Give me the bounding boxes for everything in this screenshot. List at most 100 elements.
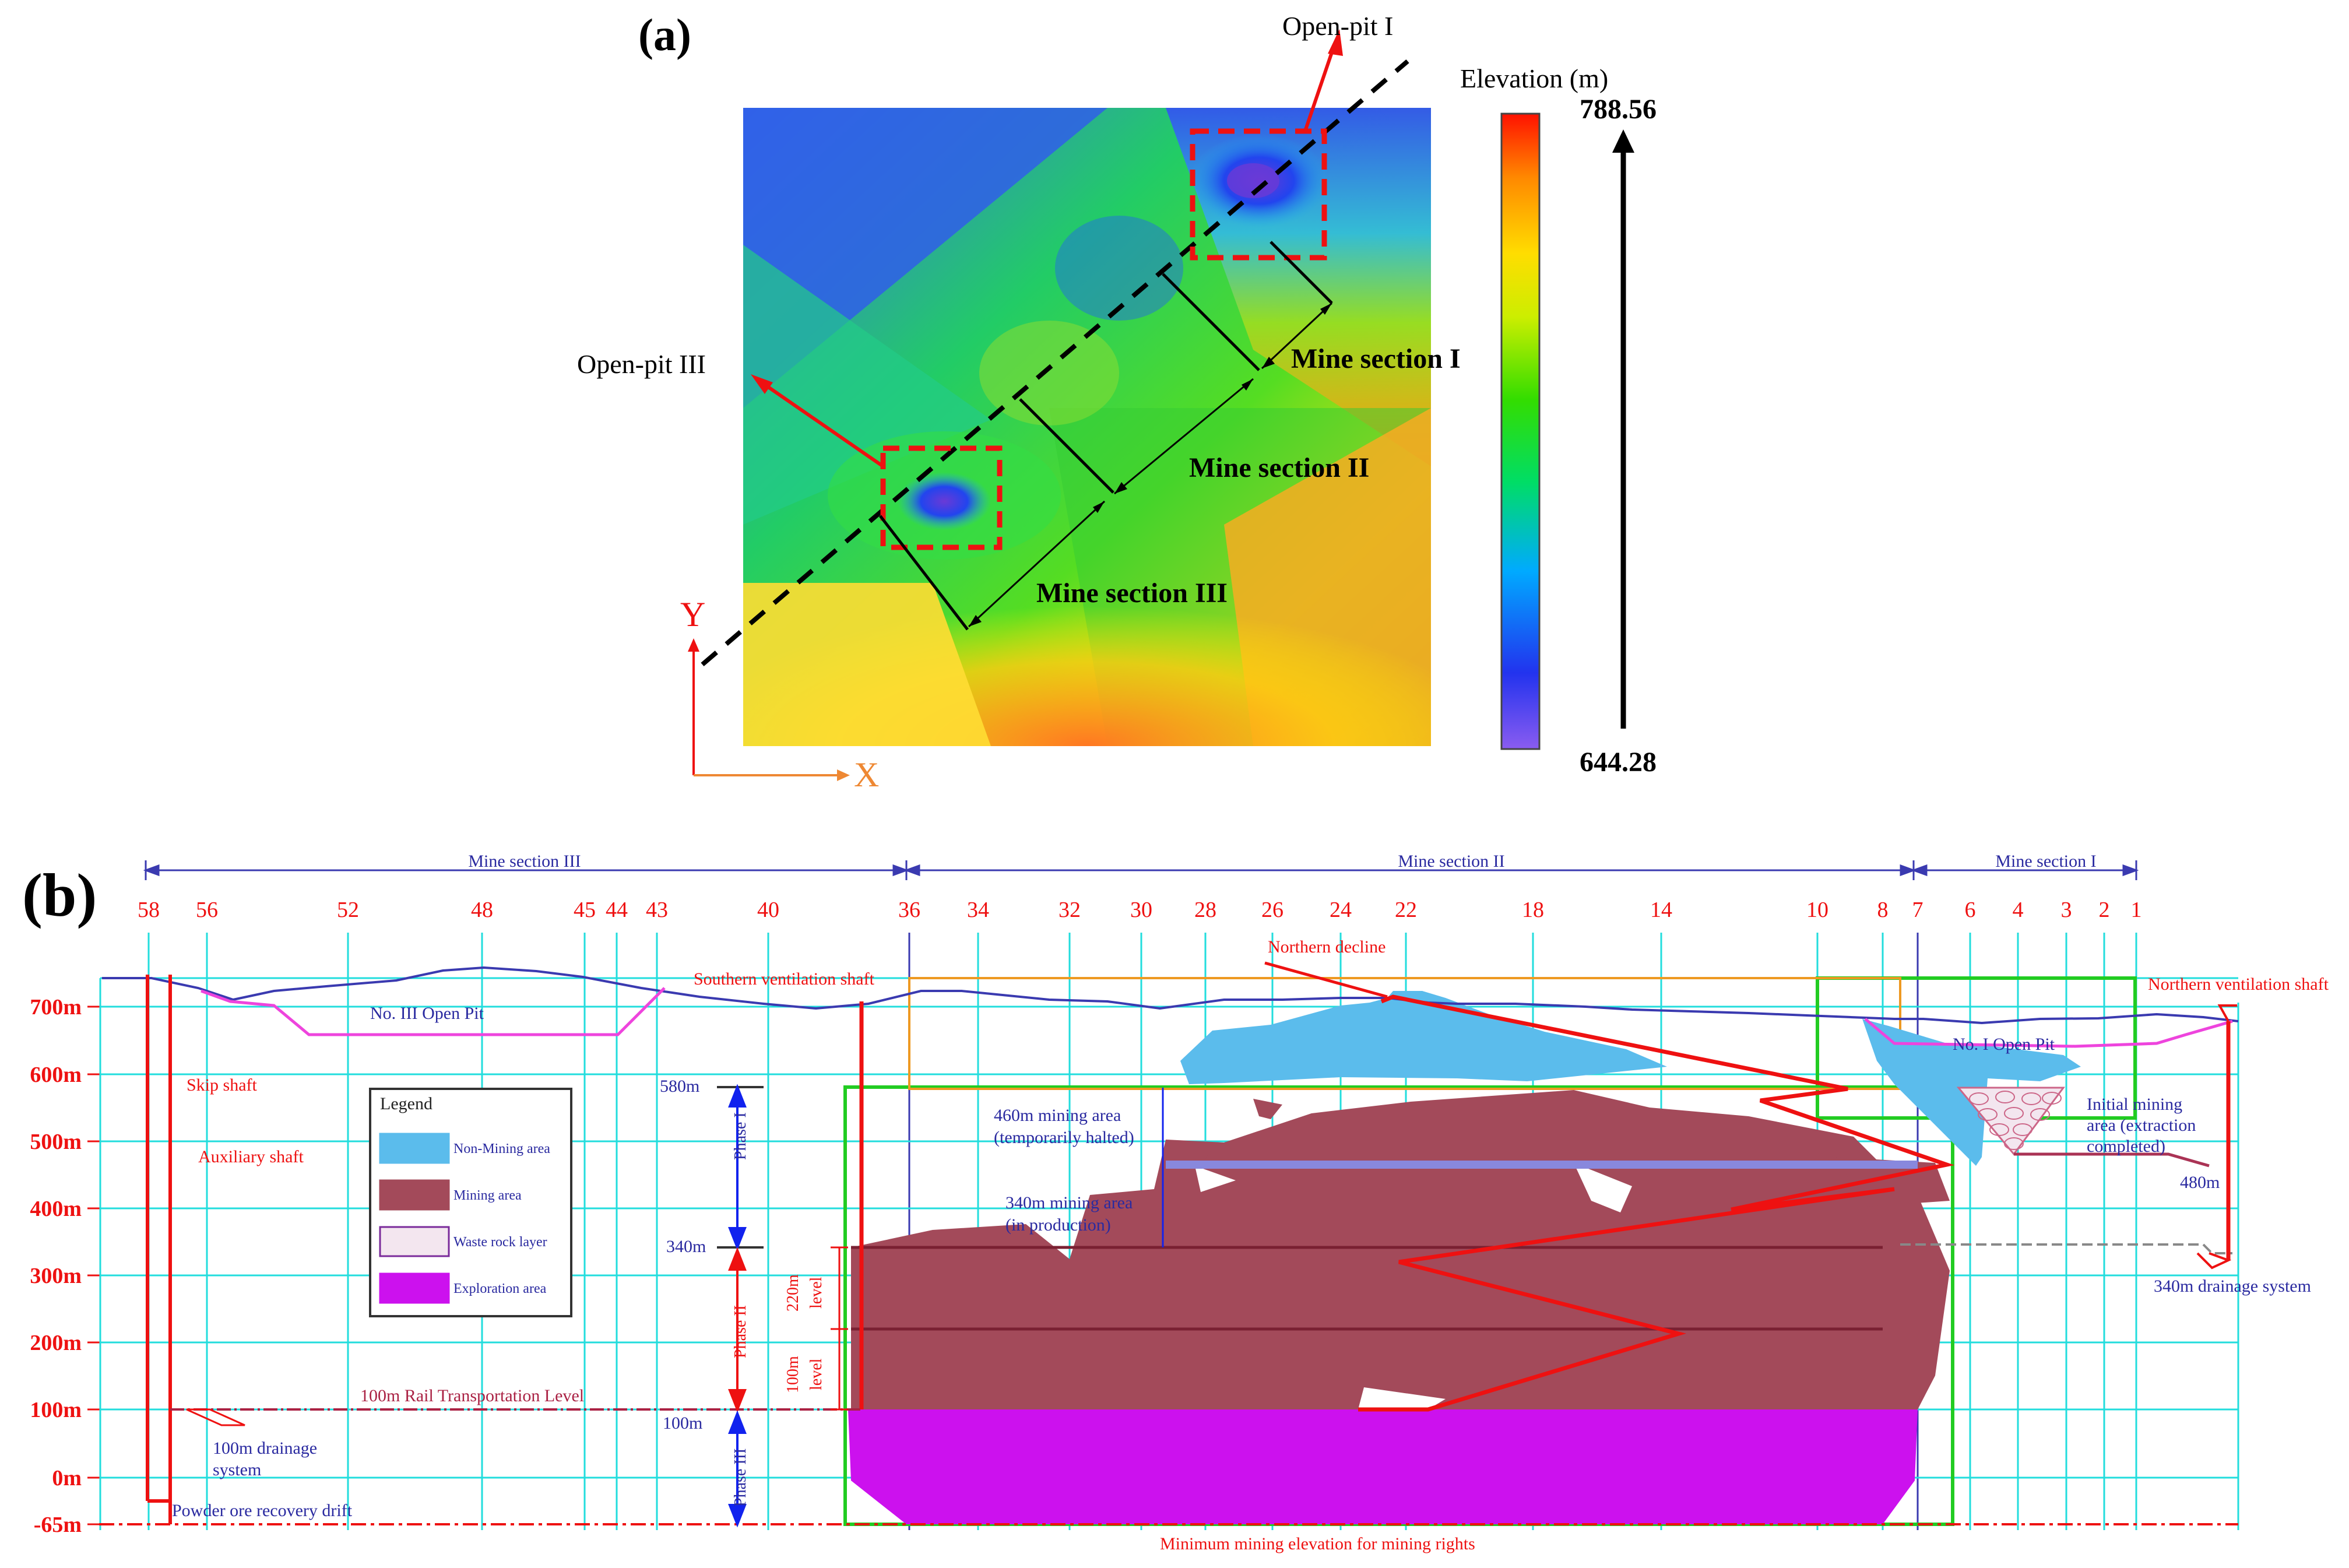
- initial-area-label-c: completed): [2087, 1137, 2165, 1156]
- northern-decline-label: Northern decline: [1268, 937, 1386, 957]
- legend-label: Waste rock layer: [453, 1235, 547, 1250]
- legend-label: Mining area: [453, 1188, 522, 1203]
- surface-topography: [102, 966, 2239, 1025]
- exploration-area: [848, 1409, 1918, 1524]
- non-mining-area-upper: [1180, 991, 1667, 1084]
- elevation-label: -65m: [34, 1513, 82, 1537]
- initial-area-label-b: area (extraction: [2087, 1116, 2196, 1135]
- svg-text:Legend: Legend: [380, 1094, 432, 1113]
- line-number: 26: [1261, 898, 1283, 922]
- line-number: 1: [2131, 898, 2142, 922]
- line-number: 44: [606, 898, 628, 922]
- area-460-label-b: (temporarily halted): [994, 1128, 1134, 1147]
- legend-swatch: [379, 1226, 450, 1257]
- level-100m-label: 100m: [784, 1356, 802, 1393]
- elevation-label: 700m: [30, 995, 82, 1019]
- phase-3-label: Phase III: [732, 1448, 750, 1507]
- legend-label: Non-Mining area: [453, 1141, 550, 1156]
- elevation-labels: 700m 600m 500m 400m 300m 200m 100m 0m -65m: [30, 995, 82, 1537]
- northern-shaft-label: Northern ventilation shaft: [2148, 975, 2329, 994]
- line-numbers: 58 56 52 48 45 44 43 40 36 34 32 30 28 26 24 22 18 14 10 8 7…: [138, 898, 2142, 922]
- rail-level-label: 100m Rail Transportation Level: [360, 1386, 585, 1405]
- elevation-label: 0m: [52, 1466, 82, 1490]
- mining-area-fragment: [1253, 1099, 1282, 1119]
- initial-area-label-a: Initial mining: [2087, 1095, 2183, 1114]
- line-number: 10: [1806, 898, 1828, 922]
- aux-shaft-label: Auxiliary shaft: [198, 1147, 304, 1166]
- line-number: 32: [1059, 898, 1081, 922]
- drainage-100-label-a: 100m drainage: [213, 1439, 318, 1458]
- line-number: 22: [1395, 898, 1417, 922]
- mine-section-2-label: Mine section II: [1189, 452, 1370, 483]
- level-480-label: 480m: [2180, 1173, 2220, 1192]
- phase-2-label: Phase II: [732, 1305, 750, 1358]
- level-580-label: 580m: [660, 1077, 700, 1096]
- line-number: 52: [337, 898, 359, 922]
- line-number: 6: [1965, 898, 1976, 922]
- no3-pit-label: No. III Open Pit: [370, 1004, 484, 1023]
- elevation-label: 300m: [30, 1264, 82, 1288]
- line-number: 7: [1912, 898, 1923, 922]
- powder-drift-label: Powder ore recovery drift: [172, 1501, 353, 1520]
- phase-1-label: Phase I: [732, 1112, 750, 1160]
- section-label-s1: Mine section I: [1995, 852, 2096, 871]
- no1-pit-outline: [1864, 1018, 2233, 1048]
- line-number: 4: [2013, 898, 2024, 922]
- skip-shaft-label: Skip shaft: [187, 1075, 257, 1095]
- colorbar-min: 644.28: [1580, 747, 1657, 778]
- line-number: 2: [2099, 898, 2110, 922]
- open-pit-3-label: Open-pit III: [577, 349, 706, 379]
- mine-section-3-label: Mine section III: [1036, 578, 1228, 609]
- line-number: 40: [757, 898, 779, 922]
- open-pit-3-box: [880, 445, 1003, 550]
- waste-rock-area: [1956, 1087, 2065, 1156]
- line-number: 14: [1650, 898, 1672, 922]
- phase-arrows: [717, 1084, 1164, 1528]
- axis-y-label: Y: [680, 595, 706, 634]
- area-340-label-b: (in production): [1005, 1215, 1111, 1235]
- line-number: 30: [1130, 898, 1152, 922]
- min-elev-label: Minimum mining elevation for mining righ…: [1160, 1534, 1475, 1553]
- northern-decline: [1358, 994, 1955, 1412]
- line-number: 45: [574, 898, 596, 922]
- line-number: 28: [1194, 898, 1216, 922]
- open-pit-1-label: Open-pit I: [1282, 11, 1394, 41]
- level-220-label-b: level: [807, 1277, 825, 1309]
- axis-x-label: X: [854, 755, 880, 794]
- level-340-label: 340m: [666, 1237, 706, 1256]
- line-number: 18: [1522, 898, 1544, 922]
- colorbar-max: 788.56: [1580, 94, 1657, 125]
- panel-b-label: (b): [22, 861, 97, 929]
- section-label-s2: Mine section II: [1398, 852, 1504, 871]
- line-number: 34: [967, 898, 989, 922]
- no1-pit-label: No. I Open Pit: [1953, 1035, 2055, 1054]
- elevation-label: 200m: [30, 1331, 82, 1355]
- elevation-label: 500m: [30, 1130, 82, 1154]
- section-spans: [143, 860, 2139, 880]
- level-100m-label-b: level: [807, 1358, 825, 1390]
- mine-section-1-label: Mine section I: [1291, 343, 1461, 374]
- level-100-label: 100m: [663, 1414, 703, 1433]
- no3-pit-outline: [201, 987, 666, 1036]
- drainage-100-label-b: system: [213, 1460, 262, 1479]
- skip-shaft: [146, 975, 172, 1524]
- section-label-s3: Mine section III: [468, 852, 581, 871]
- elevation-label: 100m: [30, 1398, 82, 1422]
- area-460-label-a: 460m mining area: [994, 1106, 1121, 1125]
- legend-swatch: [379, 1133, 450, 1164]
- section-labels: Mine section III Mine section II Mine sect…: [468, 852, 2096, 871]
- elevation-label: 600m: [30, 1063, 82, 1087]
- line-number: 58: [138, 898, 160, 922]
- line-number: 43: [646, 898, 668, 922]
- elevation-label: 400m: [30, 1197, 82, 1221]
- southern-shaft-label: Southern ventilation shaft: [694, 969, 874, 989]
- panel-a-label: (a): [638, 9, 691, 60]
- colorbar-title: Elevation (m): [1460, 64, 1609, 93]
- level-220-label: 220m: [784, 1274, 802, 1312]
- legend-label: Exploration area: [453, 1281, 547, 1296]
- line-number: 48: [471, 898, 493, 922]
- colorbar: [1500, 112, 1541, 750]
- legend-swatch: [379, 1179, 450, 1211]
